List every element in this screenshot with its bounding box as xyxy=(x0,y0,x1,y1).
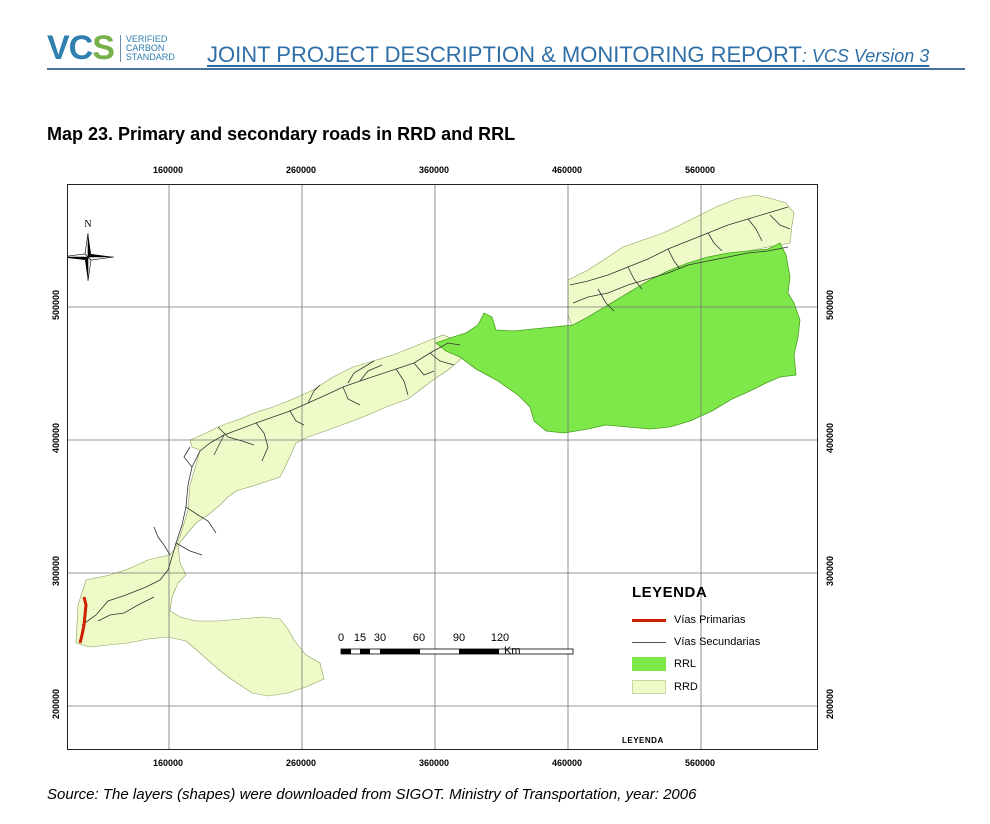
secondary-road xyxy=(217,426,255,446)
legend-secondary-swatch xyxy=(632,641,666,643)
secondary-road xyxy=(289,410,305,426)
vcs-logo: VCS VERIFIED CARBON STANDARD xyxy=(47,28,175,68)
map-caption: Map 23. Primary and secondary roads in R… xyxy=(47,124,516,144)
secondary-road xyxy=(569,206,789,286)
scale-segment xyxy=(341,649,351,654)
legend-item-rrd: RRD xyxy=(632,679,698,695)
secondary-road xyxy=(597,288,615,312)
legend-item-secondary: Vías Secundarias xyxy=(632,634,760,650)
legend-item-primary: Vías Primarias xyxy=(632,612,746,628)
source-note: Source: The layers (shapes) were downloa… xyxy=(47,786,697,803)
scale-bar xyxy=(340,648,574,655)
logo-sub-line: VERIFIED xyxy=(125,33,168,44)
x-tick-top: 160000 xyxy=(152,165,184,175)
logo-sub-line: STANDARD xyxy=(125,51,175,62)
scale-label: 15 xyxy=(353,632,367,644)
secondary-road xyxy=(395,368,409,396)
scale-segment xyxy=(380,649,420,654)
secondary-road xyxy=(769,214,791,230)
scale-label: 90 xyxy=(452,632,466,644)
legend-rrl-swatch xyxy=(632,657,666,671)
map-frame: N xyxy=(67,184,818,750)
y-tick-right: 400000 xyxy=(825,422,835,454)
legend-item-rrl: RRL xyxy=(632,656,696,672)
y-tick-left: 300000 xyxy=(51,555,61,587)
map-canvas: N xyxy=(68,185,817,749)
secondary-road xyxy=(413,362,435,376)
secondary-roads xyxy=(81,206,791,626)
legend-primary-swatch xyxy=(632,618,666,622)
legend-label: RRL xyxy=(674,658,697,670)
secondary-road xyxy=(255,422,269,462)
secondary-road xyxy=(347,360,375,384)
secondary-road xyxy=(627,266,643,290)
x-tick-top: 360000 xyxy=(418,165,450,175)
y-tick-left: 500000 xyxy=(51,289,61,321)
x-tick-top: 460000 xyxy=(551,165,583,175)
x-tick-bottom: 260000 xyxy=(285,758,317,768)
secondary-road xyxy=(572,246,789,304)
header-rule xyxy=(47,68,965,70)
report-header: VCS VERIFIED CARBON STANDARD JOINT PROJE… xyxy=(47,20,965,70)
logo-subtitle: VERIFIED CARBON STANDARD xyxy=(119,33,175,62)
secondary-road xyxy=(81,342,461,626)
legend-footer: LEYENDA xyxy=(622,736,664,745)
secondary-road xyxy=(747,218,763,242)
y-tick-left: 400000 xyxy=(51,422,61,454)
secondary-road xyxy=(213,434,225,456)
scale-segment xyxy=(360,649,370,654)
scale-unit: Km xyxy=(504,645,521,657)
y-tick-right: 300000 xyxy=(825,555,835,587)
secondary-road xyxy=(707,232,723,252)
logo-text: VCS xyxy=(47,29,115,67)
legend-title: LEYENDA xyxy=(632,584,708,601)
legend-rrd-swatch xyxy=(632,680,666,694)
scale-label: 0 xyxy=(337,632,345,644)
report-version: : VCS Version 3 xyxy=(801,46,930,66)
secondary-road xyxy=(307,384,321,404)
secondary-road xyxy=(153,526,171,556)
secondary-road xyxy=(667,248,681,270)
primary-road xyxy=(78,596,88,644)
secondary-road xyxy=(429,352,455,366)
secondary-road xyxy=(185,506,217,534)
x-tick-top: 560000 xyxy=(684,165,716,175)
x-tick-bottom: 460000 xyxy=(551,758,583,768)
grid-lines xyxy=(68,185,817,749)
logo-sub-line: CARBON xyxy=(125,42,165,53)
secondary-road xyxy=(183,446,193,468)
secondary-road xyxy=(359,364,383,382)
y-tick-right: 200000 xyxy=(825,688,835,720)
north-label: N xyxy=(84,219,91,230)
report-title: JOINT PROJECT DESCRIPTION & MONITORING R… xyxy=(207,42,929,68)
legend-label: Vías Secundarias xyxy=(674,636,761,648)
x-tick-bottom: 160000 xyxy=(152,758,184,768)
rrd-region xyxy=(75,334,465,697)
scale-label: 60 xyxy=(412,632,426,644)
rrl-region xyxy=(435,242,801,434)
north-arrow-icon: N xyxy=(68,219,115,282)
x-tick-bottom: 360000 xyxy=(418,758,450,768)
report-title-text: JOINT PROJECT DESCRIPTION & MONITORING R… xyxy=(207,42,802,67)
scale-label: 30 xyxy=(373,632,387,644)
secondary-road xyxy=(175,542,203,556)
x-tick-top: 260000 xyxy=(285,165,317,175)
legend-label: RRD xyxy=(674,681,698,693)
y-tick-right: 500000 xyxy=(825,289,835,321)
y-tick-left: 200000 xyxy=(51,688,61,720)
secondary-road xyxy=(342,386,361,406)
scale-segment xyxy=(459,649,499,654)
secondary-road xyxy=(97,596,155,622)
scale-label: 120 xyxy=(490,632,510,644)
legend-label: Vías Primarias xyxy=(674,614,746,626)
x-tick-bottom: 560000 xyxy=(684,758,716,768)
